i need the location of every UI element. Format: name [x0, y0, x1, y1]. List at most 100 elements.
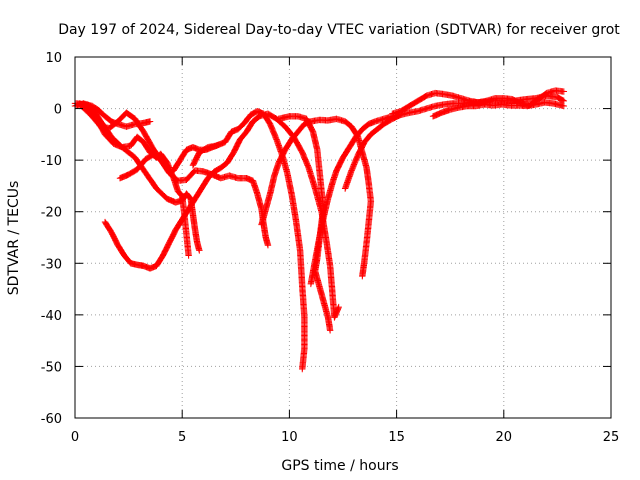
data-point-run [292, 217, 304, 253]
data-point-run [153, 253, 166, 268]
data-point-run [102, 113, 114, 124]
data-point-run [141, 139, 153, 155]
data-point-run [333, 155, 346, 173]
chart-title: Day 197 of 2024, Sidereal Day-to-day VTE… [58, 22, 620, 38]
data-point-run [276, 147, 288, 165]
data-point-run [186, 196, 198, 212]
data-point-run [535, 90, 549, 102]
x-tick-label: 5 [178, 430, 186, 445]
data-point-run [295, 121, 307, 134]
x-tick-label: 25 [603, 430, 620, 445]
plot-frame [74, 56, 612, 419]
data-point-run [342, 119, 354, 130]
series-track-g [258, 115, 375, 280]
data-point-run [237, 129, 249, 142]
data-point-run [235, 120, 247, 132]
data-point-run [258, 207, 269, 227]
data-point-run [96, 107, 108, 119]
data-point-run [134, 156, 149, 172]
data-point-run [198, 176, 211, 191]
data-point-run [262, 191, 273, 212]
data-point-run [197, 144, 211, 155]
data-point [185, 252, 192, 259]
data-point-run [244, 119, 256, 134]
x-tick-label: 15 [388, 430, 405, 445]
axis-ticks: 0 5 10 15 20 25 -60 -50 -40 -30 -20 -10 0 10 [41, 51, 620, 445]
data-point-run [320, 196, 331, 219]
data-point-run [167, 167, 176, 176]
data-point-run [254, 191, 265, 212]
data-point-run [303, 116, 316, 134]
data-point-run [555, 94, 566, 104]
y-tick-label: -60 [41, 412, 62, 427]
data-point-run [299, 150, 312, 170]
data-point-run [90, 103, 101, 113]
data-point-run [250, 113, 262, 124]
data-point-run [301, 315, 308, 351]
data-point [560, 102, 568, 110]
data-point-run [160, 240, 172, 258]
x-tick-label: 20 [496, 430, 513, 445]
data-point-run [177, 147, 189, 163]
data-point-run [271, 160, 282, 178]
data-point-run [126, 166, 140, 178]
y-tick-label: -30 [41, 257, 62, 272]
data-point-run [407, 98, 421, 109]
data-point-run [360, 121, 371, 132]
data-point-run [390, 112, 403, 122]
data-point-run [267, 122, 280, 142]
data-point-run [316, 214, 327, 240]
data-point-run [348, 153, 361, 173]
data-point-run [267, 173, 278, 196]
y-tick-label: 10 [45, 51, 62, 66]
data-point-run [218, 160, 230, 171]
data-point-run [284, 171, 295, 196]
data-point-run [152, 151, 166, 165]
data-point [335, 303, 342, 311]
data-point [359, 272, 366, 280]
data-point-run [231, 137, 243, 155]
data-series [71, 87, 568, 373]
data-point-run [190, 150, 202, 168]
x-tick-label: 10 [281, 430, 298, 445]
data-point-run [250, 178, 261, 196]
y-tick-label: 0 [54, 103, 62, 118]
y-tick-label: -10 [41, 154, 62, 169]
data-point-run [265, 111, 279, 122]
series-track-m [71, 100, 154, 130]
data-point-run [179, 207, 192, 222]
y-tick-label: -50 [41, 360, 62, 375]
data-point [326, 327, 334, 334]
data-point-run [288, 191, 299, 222]
series-track-f [189, 107, 308, 373]
data-point-run [329, 168, 340, 186]
data-point [146, 118, 154, 125]
series-track-k [389, 87, 568, 117]
data-point-run [320, 300, 331, 320]
data-point-run [355, 140, 368, 158]
data-point-run [241, 112, 254, 126]
data-point-run [89, 114, 104, 129]
data-point-run [205, 169, 217, 181]
data-point-run [368, 126, 380, 137]
data-point-run [171, 158, 183, 173]
data-point-run [158, 151, 170, 165]
data-point-run [340, 145, 352, 160]
data-point-run [184, 191, 194, 202]
data-point-run [212, 165, 223, 175]
data-point-run [154, 186, 170, 202]
data-point-run [297, 248, 306, 289]
data-point-run [134, 134, 146, 145]
data-point-run [289, 129, 301, 142]
data-point-run [175, 188, 185, 199]
series-track-l [429, 99, 568, 120]
data-point-run [316, 284, 327, 304]
data-point-run [121, 253, 134, 266]
data-point-run [327, 264, 336, 294]
x-axis-label: GPS time / hours [281, 458, 398, 474]
y-axis-label: SDTVAR / TECUs [6, 181, 22, 296]
data-point-run [353, 127, 365, 140]
data-point [264, 242, 272, 249]
data-point-run [124, 110, 138, 122]
